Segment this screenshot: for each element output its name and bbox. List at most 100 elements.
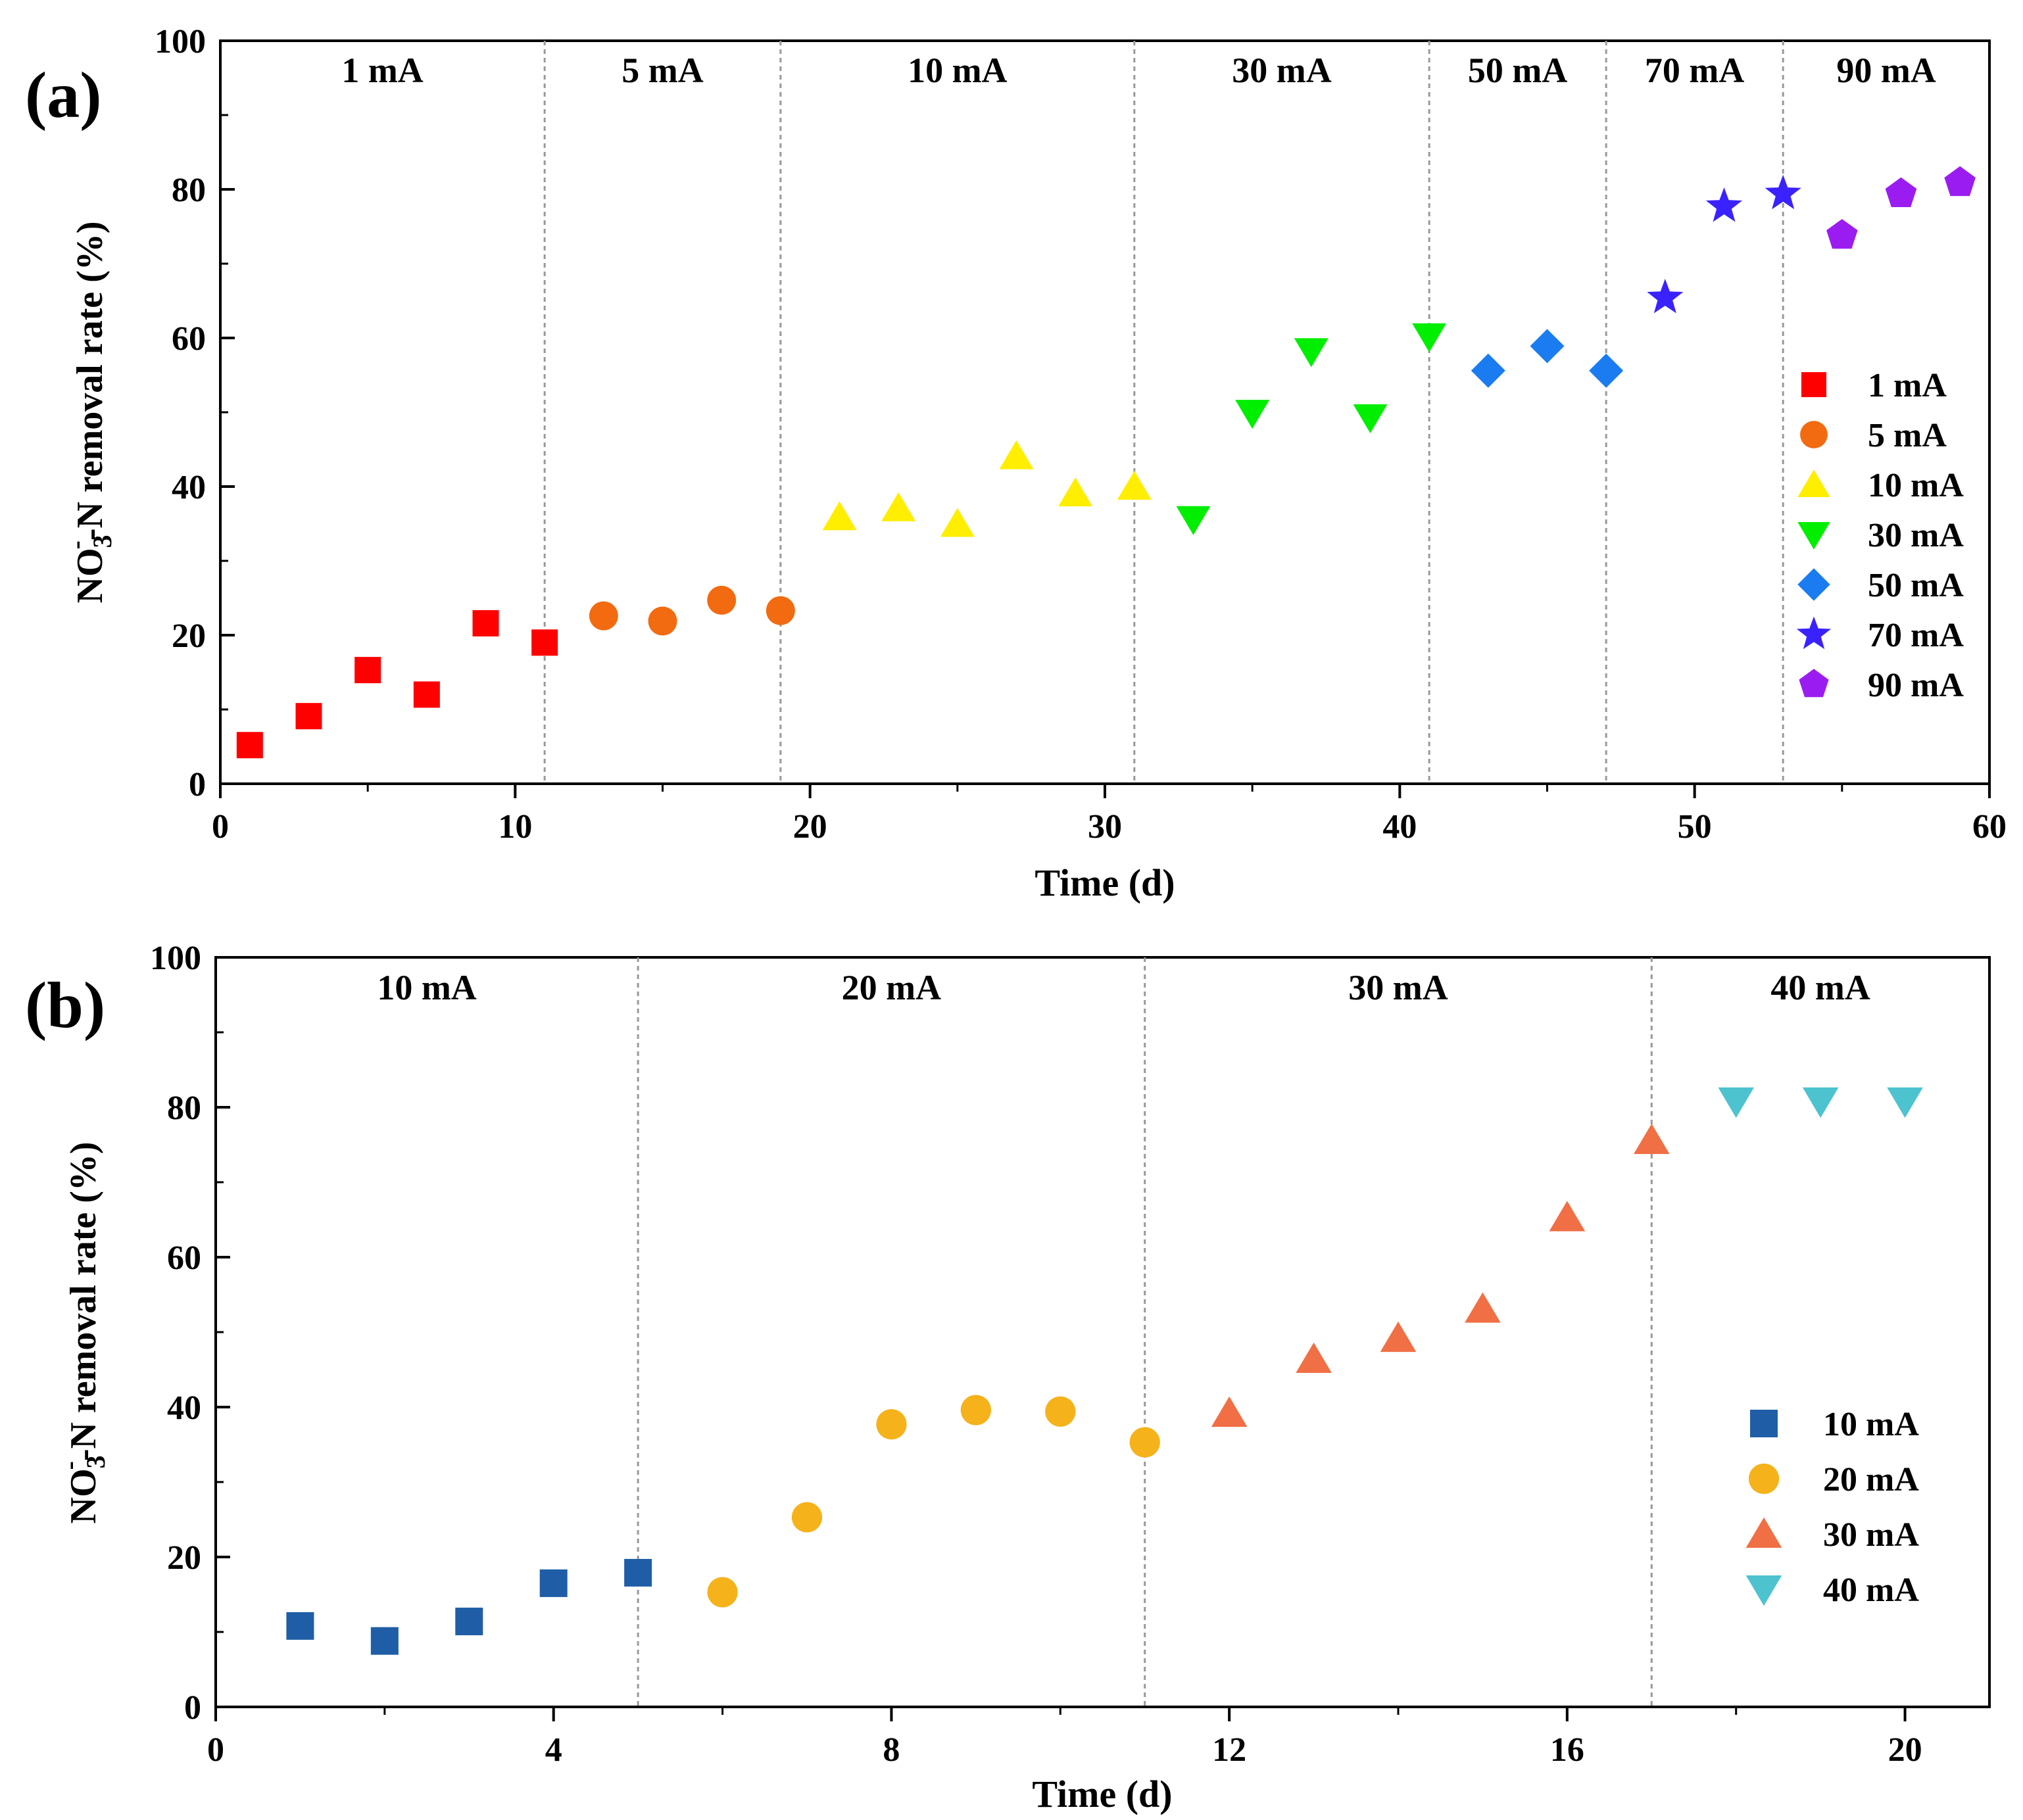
legend-marker xyxy=(1748,1463,1780,1495)
y-tick-label: 0 xyxy=(184,1689,201,1727)
y-tick-label: 40 xyxy=(167,1389,201,1427)
legend-label: 70 mA xyxy=(1868,617,1964,654)
data-point xyxy=(1296,1342,1332,1374)
x-tick-label: 60 xyxy=(1972,808,2007,846)
x-tick-label: 0 xyxy=(212,808,229,846)
phase-label: 50 mA xyxy=(1468,51,1567,90)
phase-label: 5 mA xyxy=(622,51,703,90)
data-point xyxy=(707,1577,738,1608)
x-tick-label: 30 xyxy=(1088,808,1122,846)
x-axis: 0 10 20 30 40 50 60 xyxy=(212,784,2007,846)
legend-label: 30 mA xyxy=(1823,1516,1919,1554)
legend-label: 90 mA xyxy=(1868,667,1964,704)
legend-label: 20 mA xyxy=(1823,1461,1919,1498)
x-tick-label: 50 xyxy=(1678,808,1712,846)
data-point xyxy=(1471,353,1505,388)
data-point xyxy=(1944,166,1976,197)
data-point xyxy=(589,601,618,631)
x-axis-label: Time (d) xyxy=(1035,861,1175,904)
data-point xyxy=(1887,1087,1923,1118)
plot-frame xyxy=(219,39,1991,785)
data-point xyxy=(1412,323,1447,352)
y-tick-label: 40 xyxy=(172,469,206,506)
data-point xyxy=(1826,219,1858,249)
phase-label: 30 mA xyxy=(1348,968,1448,1007)
y-tick-label: 20 xyxy=(167,1539,201,1577)
y-axis: 0 20 40 60 80 100 xyxy=(155,23,235,803)
y-tick-label: 60 xyxy=(172,320,206,358)
legend-marker xyxy=(1797,568,1830,601)
legend-label: 30 mA xyxy=(1868,517,1964,554)
data-point xyxy=(539,1569,568,1597)
legend-label: 10 mA xyxy=(1868,467,1964,504)
data-point xyxy=(370,1627,399,1655)
phase-label: 10 mA xyxy=(908,51,1007,90)
x-tick-label: 16 xyxy=(1550,1731,1584,1769)
data-point xyxy=(354,657,381,684)
data-point xyxy=(1718,1087,1755,1118)
x-tick-label: 10 xyxy=(498,808,532,846)
y-tick-label: 100 xyxy=(150,940,201,977)
y-tick-label: 100 xyxy=(155,23,206,60)
y-tick-label: 20 xyxy=(172,617,206,655)
data-point xyxy=(1765,174,1801,210)
data-point xyxy=(940,508,975,537)
data-point xyxy=(791,1502,823,1533)
legend-label: 10 mA xyxy=(1823,1406,1919,1443)
data-points xyxy=(286,1087,1923,1655)
data-point xyxy=(881,492,916,521)
legend-marker xyxy=(1797,469,1830,497)
data-point xyxy=(286,1612,314,1640)
chart-panel-a: 1 mA 5 mA 10 mA 30 mA 50 mA 70 mA 90 mA 0 20 40 6… xyxy=(25,23,2007,904)
phase-label: 40 mA xyxy=(1770,968,1870,1007)
data-point xyxy=(1549,1201,1586,1232)
data-point xyxy=(1380,1321,1417,1353)
data-point xyxy=(876,1409,907,1440)
phase-boundaries xyxy=(637,957,1653,1707)
legend-label: 40 mA xyxy=(1823,1571,1919,1609)
data-point xyxy=(236,732,263,759)
y-axis-label: NO3--N removal rate (%) xyxy=(61,222,117,604)
x-tick-label: 20 xyxy=(793,808,827,846)
y-tick-label: 60 xyxy=(167,1239,201,1277)
phase-labels: 10 mA 20 mA 30 mA 40 mA xyxy=(377,968,1870,1007)
data-point xyxy=(531,629,558,656)
data-point xyxy=(1176,506,1211,535)
panel-label: (a) xyxy=(25,59,102,132)
y-tick-label: 80 xyxy=(167,1090,201,1127)
legend-marker xyxy=(1750,1410,1778,1437)
data-point xyxy=(1705,187,1743,222)
data-point xyxy=(822,501,857,531)
y-tick-label: 0 xyxy=(189,766,206,803)
legend-label: 5 mA xyxy=(1868,417,1947,454)
plot-frame xyxy=(214,956,1991,1708)
data-point xyxy=(295,703,322,730)
legend-marker xyxy=(1800,421,1828,448)
x-tick-label: 12 xyxy=(1212,1731,1246,1769)
phase-boundaries xyxy=(543,41,1784,784)
legend-marker xyxy=(1801,372,1826,397)
data-point xyxy=(707,585,737,615)
data-point xyxy=(1633,1123,1670,1155)
data-point xyxy=(999,440,1034,469)
data-point xyxy=(1211,1396,1248,1427)
legend-marker xyxy=(1745,1517,1782,1548)
legend-label: 1 mA xyxy=(1868,367,1947,404)
x-tick-label: 20 xyxy=(1888,1731,1922,1769)
x-tick-label: 8 xyxy=(883,1731,900,1769)
chart-panel-b: 10 mA 20 mA 30 mA 40 mA 0 20 40 60 80 100 0 4 8 12 1… xyxy=(25,940,1991,1815)
x-tick-label: 4 xyxy=(545,1731,562,1769)
data-point xyxy=(1045,1396,1076,1427)
phase-labels: 1 mA 5 mA 10 mA 30 mA 50 mA 70 mA 90 mA xyxy=(341,51,1936,90)
x-axis: 0 4 8 12 16 20 xyxy=(207,1707,1922,1769)
data-point xyxy=(1235,400,1270,429)
data-point xyxy=(472,610,499,636)
data-point xyxy=(455,1608,483,1636)
data-point xyxy=(766,596,795,625)
legend-marker xyxy=(1796,616,1832,650)
phase-label: 1 mA xyxy=(341,51,423,90)
data-point xyxy=(1589,353,1624,388)
data-point xyxy=(1802,1087,1839,1118)
legend: 10 mA 20 mA 30 mA 40 mA xyxy=(1745,1406,1919,1609)
